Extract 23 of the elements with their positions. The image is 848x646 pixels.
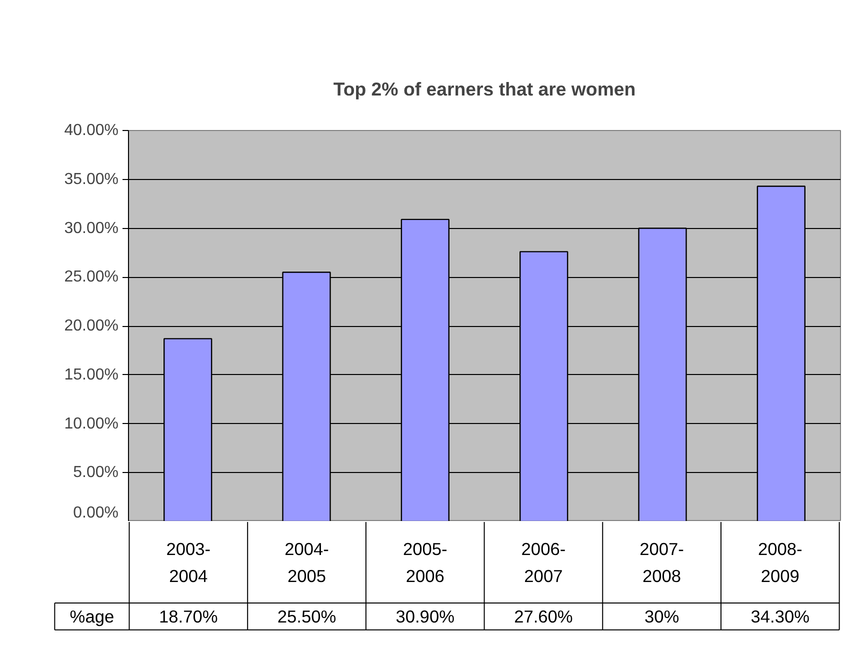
chart-title: Top 2% of earners that are women xyxy=(333,78,636,100)
y-tick-label: 0.00% xyxy=(73,504,119,522)
y-tick-label: 25.00% xyxy=(64,268,118,286)
data-label: 25.50% xyxy=(277,606,336,626)
y-tick-label: 15.00% xyxy=(64,366,118,384)
x-tick-label: 2007-2008 xyxy=(640,538,684,586)
x-tick-label: 2003-2004 xyxy=(166,538,211,586)
data-label: 30% xyxy=(644,606,680,626)
y-tick-label: 35.00% xyxy=(64,170,118,188)
y-tick-label: 10.00% xyxy=(64,415,118,432)
data-label: 30.90% xyxy=(396,606,454,626)
data-label: 27.60% xyxy=(514,606,573,626)
data-label: 18.70% xyxy=(159,606,218,626)
legend-label: %age xyxy=(70,606,114,626)
x-tick-label: 2005-2006 xyxy=(402,538,448,586)
x-tick-label: 2004-2005 xyxy=(284,538,329,586)
y-tick-label: 20.00% xyxy=(64,318,118,334)
x-tick-label: 2008-2009 xyxy=(758,538,802,586)
data-label: 34.30% xyxy=(750,606,810,626)
y-tick-label: 30.00% xyxy=(64,220,118,237)
y-tick-label: 40.00% xyxy=(64,122,118,139)
y-tick-label: 5.00% xyxy=(73,464,119,482)
x-tick-label: 2006-2007 xyxy=(521,538,566,586)
